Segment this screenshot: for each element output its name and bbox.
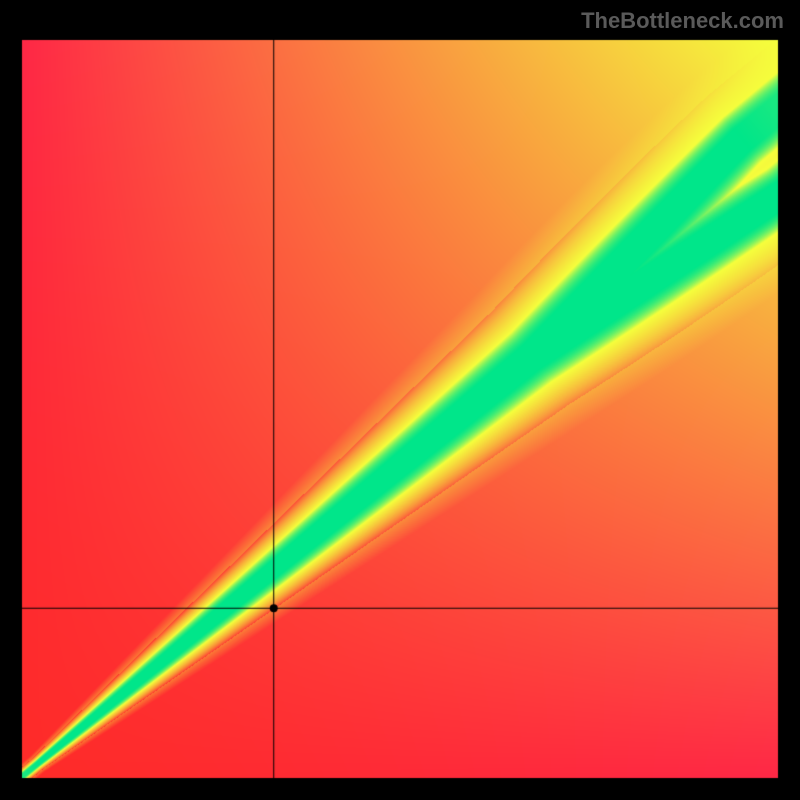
watermark: TheBottleneck.com (581, 8, 784, 34)
chart-container: TheBottleneck.com (0, 0, 800, 800)
bottleneck-heatmap (0, 0, 800, 800)
